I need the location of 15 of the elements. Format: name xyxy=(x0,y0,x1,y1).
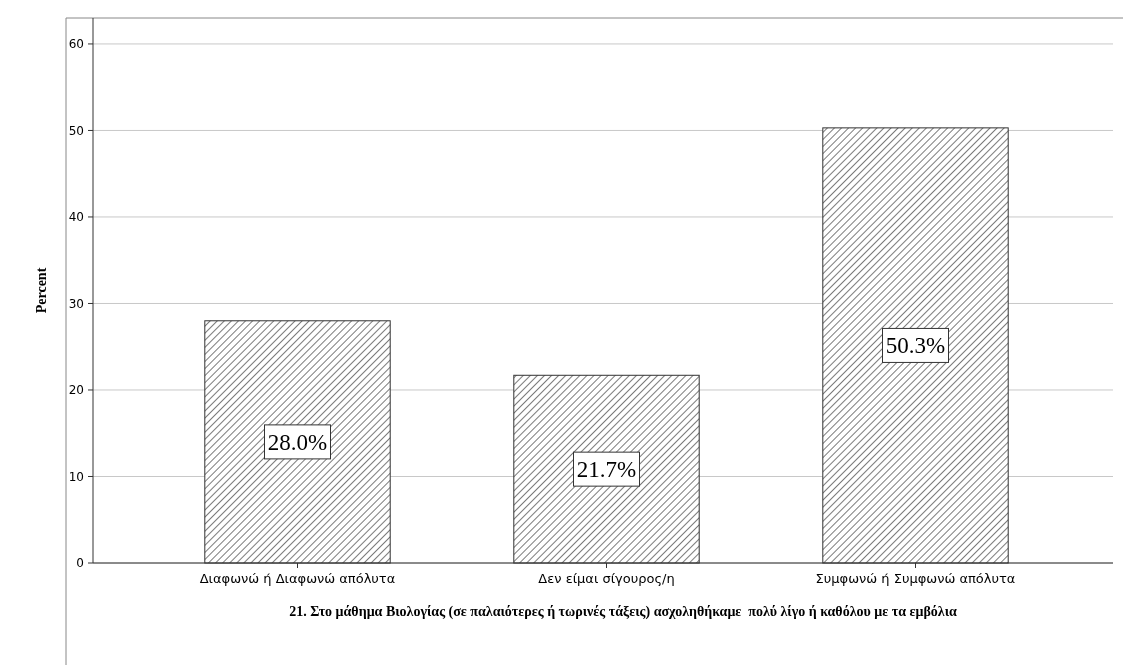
y-tick-label: 30 xyxy=(68,296,84,311)
y-tick-label: 20 xyxy=(68,383,84,398)
y-tick-label: 10 xyxy=(68,469,84,484)
data-label: 28.0% xyxy=(267,429,328,455)
x-tick-label: Συμφωνώ ή Συμφωνώ απόλυτα xyxy=(815,571,1016,586)
x-tick-label: Διαφωνώ ή Διαφωνώ απόλυτα xyxy=(199,571,396,586)
x-tick-label: Δεν είμαι σίγουρος/η xyxy=(538,571,675,586)
y-tick-label: 50 xyxy=(68,123,84,138)
data-label: 50.3% xyxy=(885,333,946,359)
x-axis-title: 21. Στο μάθημα Βιολογίας (σε παλαιότερες ή τωρινές τάξεις) ασχοληθήκαμε πολύ λίγο ή καθόλου με τα εμβόλια xyxy=(289,604,957,620)
y-tick-label: 0 xyxy=(76,556,84,571)
data-label: 21.7% xyxy=(576,457,637,483)
y-tick-label: 40 xyxy=(68,210,84,225)
y-tick-label: 60 xyxy=(68,37,84,52)
y-axis-title: Percent xyxy=(34,267,49,314)
